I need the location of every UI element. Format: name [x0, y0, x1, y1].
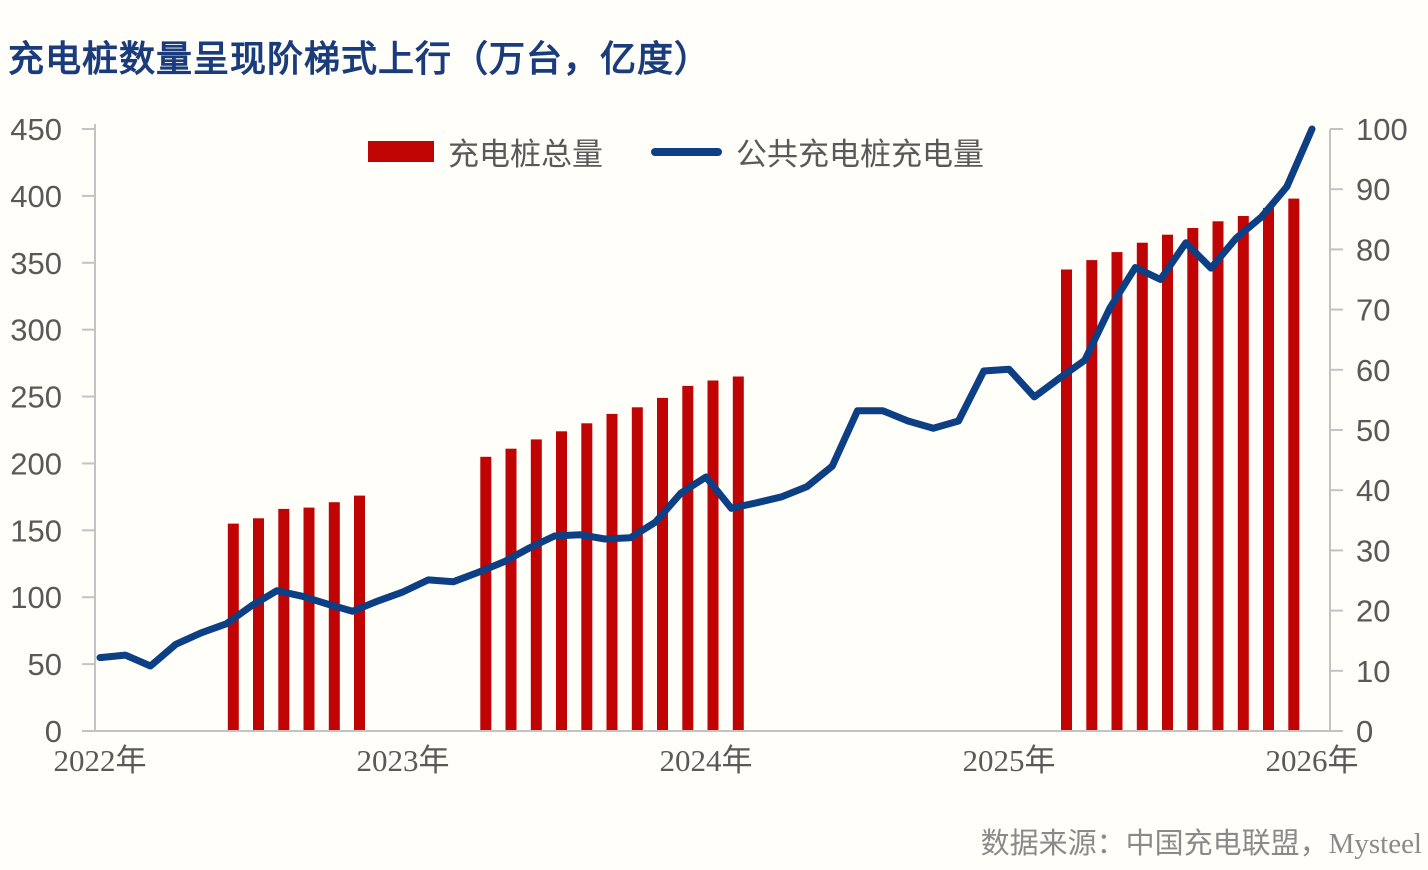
charging-pile-total-bar: [1263, 207, 1274, 731]
public-charging-volume-line: [96, 125, 1316, 670]
charging-pile-total-bar: [1111, 252, 1123, 731]
charging-pile-total-bar: [253, 518, 264, 731]
x-axis-year-label: 2022年: [54, 743, 147, 778]
right-axis-tick-label: 20: [1356, 594, 1390, 629]
charging-pile-total-bar: [657, 397, 668, 731]
charging-pile-total-bar: [682, 385, 694, 731]
charging-pile-total-bar: [707, 380, 719, 731]
right-axis-tick-label: 50: [1356, 413, 1390, 448]
charging-pile-total-bar: [1162, 234, 1173, 731]
right-axis-tick-label: 30: [1356, 533, 1390, 568]
charging-pile-total-bar: [606, 413, 618, 731]
legend-item-bar-series: 充电桩总量: [368, 129, 603, 174]
data-source-note: 数据来源：中国充电联盟，Mysteel: [980, 828, 1422, 860]
charging-pile-total-bar: [1136, 242, 1148, 731]
left-axis-tick-label: 150: [10, 513, 62, 548]
line-series-swatch-icon: [651, 147, 722, 156]
charging-pile-total-bar: [1086, 260, 1098, 731]
right-axis-tick-label: 10: [1356, 654, 1390, 689]
left-axis-tick-label: 300: [10, 313, 62, 348]
charging-pile-total-bar: [1187, 228, 1199, 731]
right-axis-tick-label: 60: [1356, 353, 1390, 388]
right-axis-tick-label: 80: [1356, 232, 1390, 267]
right-axis-tick-label: 90: [1356, 172, 1390, 207]
left-axis-tick-label: 100: [10, 580, 62, 615]
left-axis-tick-label: 50: [28, 647, 62, 682]
right-axis-tick-label: 100: [1356, 112, 1408, 147]
charging-pile-total-bar: [505, 448, 517, 731]
charging-pile-total-bar: [480, 456, 492, 731]
x-axis-year-label: 2023年: [357, 743, 450, 778]
charging-pile-total-bar: [631, 407, 643, 731]
x-axis-year-label: 2024年: [660, 743, 753, 778]
legend-label: 公共充电桩充电量: [736, 137, 984, 172]
x-axis-year-label: 2026年: [1266, 743, 1359, 778]
right-axis-tick-label: 40: [1356, 473, 1390, 508]
charging-pile-total-bar: [278, 508, 290, 731]
left-axis-tick-label: 200: [10, 446, 62, 481]
charging-pile-total-bar: [556, 431, 567, 731]
left-axis-tick-label: 350: [10, 246, 62, 281]
charging-pile-total-bar: [581, 423, 593, 731]
charging-pile-total-bar: [1061, 269, 1072, 731]
x-axis-year-label: 2025年: [963, 743, 1056, 778]
left-axis-tick-label: 0: [45, 714, 62, 749]
right-axis-tick-label: 0: [1356, 714, 1373, 749]
legend-label: 充电桩总量: [448, 137, 603, 172]
bar-series-swatch-icon: [368, 141, 434, 162]
charging-pile-total-bar: [354, 495, 365, 731]
chart-title: 充电桩数量呈现阶梯式上行（万台，亿度）: [8, 39, 712, 80]
left-axis-tick-label: 250: [10, 380, 62, 415]
charging-pile-total-bar: [732, 376, 744, 731]
charging-pile-total-bar: [1212, 221, 1224, 732]
charging-pile-total-bar: [1288, 198, 1300, 732]
chart-legend: 充电桩总量 公共充电桩充电量: [368, 129, 984, 174]
charging-pile-total-bar: [1237, 216, 1249, 731]
right-axis-tick-label: 70: [1356, 293, 1390, 328]
left-axis-tick-label: 450: [10, 112, 62, 147]
charging-pile-total-bar: [227, 523, 239, 731]
charging-pile-total-bar: [303, 507, 315, 731]
charging-pile-total-bar: [530, 439, 542, 731]
left-axis-tick-label: 400: [10, 179, 62, 214]
legend-item-line-series: 公共充电桩充电量: [651, 129, 984, 174]
charging-pile-total-bar: [328, 502, 340, 731]
